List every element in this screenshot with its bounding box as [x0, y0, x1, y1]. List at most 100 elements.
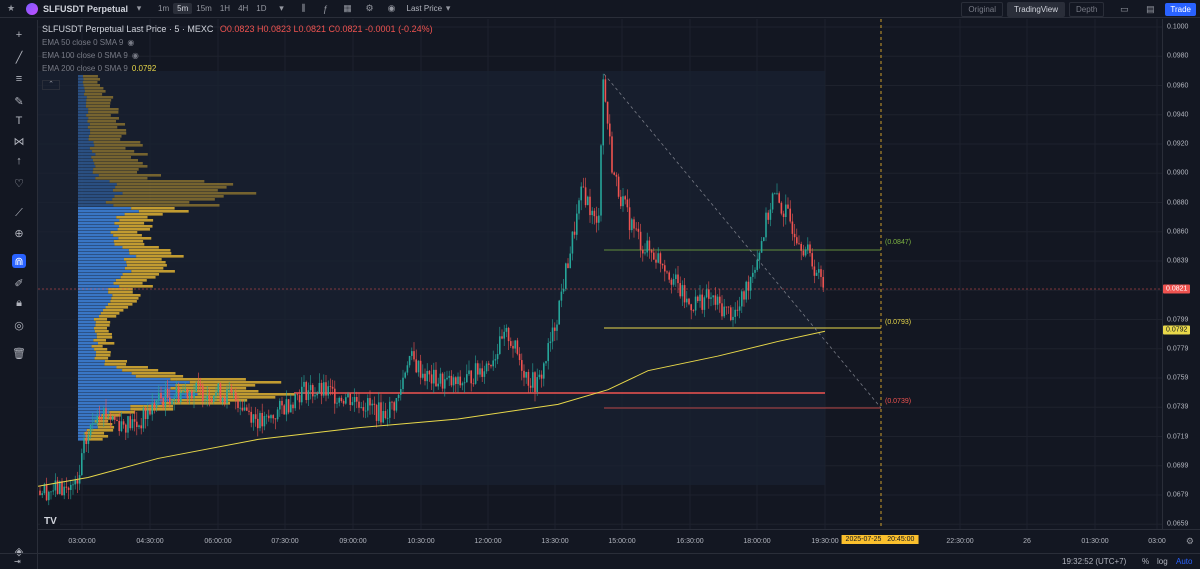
- trend-line-icon[interactable]: ╱: [15, 51, 23, 64]
- time-tick-label: 13:30:00: [541, 538, 569, 545]
- time-tick-label: 15:00:00: [608, 538, 636, 545]
- drawing-toolbar: + ╱ ≡ ✎ T ⋈ ↑ ♡ ⟋ ⊕ ⋒ ✐ 🔒︎ ◎ 🗑︎ ◈: [0, 20, 38, 569]
- trade-button[interactable]: Trade: [1165, 3, 1196, 16]
- volume-profile: [78, 75, 296, 441]
- camera-icon[interactable]: ◉: [387, 3, 396, 13]
- price-tick-label: 0.0900: [1167, 169, 1189, 177]
- window-icon[interactable]: ▭: [1120, 4, 1129, 14]
- heart-icon[interactable]: ♡: [14, 177, 24, 190]
- price-tick-label: 0.0799: [1167, 316, 1189, 323]
- candles-icon[interactable]: ⫼: [301, 3, 306, 13]
- text-icon[interactable]: T: [15, 115, 23, 127]
- auto-toggle[interactable]: Auto: [1176, 557, 1193, 566]
- time-tick-label: 09:00:00: [339, 538, 367, 545]
- lock-icon[interactable]: 🔒︎: [16, 296, 22, 309]
- volume-profile-box: [38, 71, 825, 485]
- magnet-icon[interactable]: ⋒: [12, 254, 26, 268]
- price-tick-label: 0.0719: [1167, 433, 1189, 440]
- interval-1d[interactable]: 1D: [256, 4, 267, 13]
- star-icon[interactable]: ★: [6, 3, 16, 13]
- interval-5m[interactable]: 5m: [173, 3, 193, 14]
- interval-1m[interactable]: 1m: [158, 4, 170, 13]
- ema100-label: EMA 100 close 0 SMA 9: [42, 51, 128, 60]
- price-type-select[interactable]: Last Price: [406, 4, 443, 13]
- price-tick-label: 0.0779: [1167, 345, 1189, 353]
- legend-ema200[interactable]: EMA 200 close 0 SMA 9 0.0792: [42, 64, 433, 73]
- chevron-down-icon[interactable]: ▾: [136, 3, 142, 13]
- legend-symbol-title: SLFUSDT Perpetual Last Price · 5 · MEXC: [42, 24, 214, 34]
- layers-icon[interactable]: ◈: [14, 545, 24, 558]
- interval-1h[interactable]: 1H: [219, 4, 231, 13]
- chevron-down-icon[interactable]: ▾: [445, 3, 451, 13]
- crosshair-icon[interactable]: +: [15, 29, 23, 41]
- clock-label[interactable]: 19:32:52 (UTC+7): [1062, 557, 1127, 566]
- percent-toggle[interactable]: %: [1142, 557, 1150, 566]
- annotation-0739: (0.0739): [885, 398, 912, 405]
- time-tick-label: 10:30:00: [407, 538, 435, 545]
- tab-tradingview[interactable]: TradingView: [1007, 2, 1066, 17]
- grid-icon[interactable]: ▤: [1146, 4, 1155, 14]
- trend-dashed-line: [603, 73, 882, 409]
- ema200-label: EMA 200 close 0 SMA 9: [42, 64, 128, 73]
- forecast-icon[interactable]: ↑: [16, 155, 22, 167]
- current-price-label: 0.0821: [1163, 284, 1191, 294]
- interval-4h[interactable]: 4H: [238, 4, 249, 13]
- top-toolbar: ★ SLFUSDT Perpetual ▾ 1m 5m 15m 1H 4H 1D…: [0, 0, 1200, 18]
- settings-icon[interactable]: ⚙: [365, 3, 374, 13]
- cursor-date: 2025-07-25: [845, 536, 882, 543]
- ema-200-line: [37, 330, 826, 487]
- price-tick-label: 0.0759: [1167, 374, 1189, 382]
- eye-icon[interactable]: ◎: [14, 319, 24, 332]
- view-tabs: Original TradingView Depth ▭ ▤ Trade: [961, 2, 1196, 17]
- ema-price-label: 0.0792: [1163, 325, 1191, 335]
- tradingview-logo[interactable]: TV: [40, 513, 60, 527]
- cursor-time: 20:45:00: [887, 536, 915, 543]
- interval-15m[interactable]: 15m: [196, 4, 212, 13]
- price-tick-label: 0.0920: [1167, 140, 1189, 148]
- lock-drawing-icon[interactable]: ✐: [14, 277, 24, 290]
- horizontal-lines-icon[interactable]: ≡: [15, 73, 23, 85]
- goto-date-icon[interactable]: ⇥: [14, 557, 21, 566]
- brush-icon[interactable]: ✎: [14, 95, 24, 108]
- eye-icon[interactable]: ◉: [131, 51, 139, 60]
- collapse-legend-button[interactable]: ⌃: [42, 80, 60, 90]
- candlesticks: [39, 73, 824, 506]
- time-tick-label: 01:30:00: [1081, 538, 1109, 545]
- price-tick-label: 0.0860: [1167, 228, 1189, 236]
- time-tick-label: 07:30:00: [271, 538, 299, 545]
- time-tick-label: 18:00:00: [743, 538, 771, 545]
- price-tick-label: 0.0940: [1167, 111, 1189, 119]
- trash-icon[interactable]: 🗑︎: [12, 347, 26, 360]
- annotation-0793: (0.0793): [885, 319, 912, 326]
- price-tick-label: 0.0739: [1167, 403, 1189, 411]
- time-tick-label: 26: [1023, 538, 1031, 545]
- chevron-down-icon[interactable]: ▾: [279, 3, 284, 13]
- price-axis[interactable]: 0.0659 0.0679 0.0699 0.0719 0.0739 0.0759 0.07…: [1162, 19, 1200, 529]
- svg-text:TV: TV: [44, 516, 57, 527]
- eye-icon[interactable]: ◉: [127, 38, 135, 47]
- zoom-icon[interactable]: ⊕: [14, 227, 24, 240]
- ruler-icon[interactable]: ⟋: [15, 206, 23, 219]
- symbol-name[interactable]: SLFUSDT Perpetual: [43, 3, 129, 14]
- legend-ohlc: O0.0823 H0.0823 L0.0821 C0.0821 -0.0001 …: [219, 24, 433, 34]
- chart-legend: SLFUSDT Perpetual Last Price · 5 · MEXC …: [42, 24, 433, 73]
- tab-depth[interactable]: Depth: [1069, 2, 1105, 17]
- cursor-time-label: 2025-07-25 20:45:00: [841, 535, 919, 544]
- tab-original[interactable]: Original: [961, 2, 1003, 17]
- pattern-icon[interactable]: ⋈: [13, 135, 25, 148]
- legend-ema50[interactable]: EMA 50 close 0 SMA 9 ◉: [42, 38, 433, 47]
- symbol-logo: [26, 2, 38, 15]
- settings-icon[interactable]: ⚙: [1185, 536, 1194, 546]
- time-tick-label: 12:00:00: [474, 538, 502, 545]
- annotation-0847: (0.0847): [885, 239, 912, 246]
- chart-canvas[interactable]: TV: [37, 19, 1162, 529]
- price-tick-label: 0.0659: [1167, 520, 1189, 528]
- legend-ema100[interactable]: EMA 100 close 0 SMA 9 ◉: [42, 51, 433, 60]
- log-toggle[interactable]: log: [1157, 557, 1168, 566]
- price-tick-label: 0.1000: [1167, 23, 1189, 31]
- indicators-icon[interactable]: ƒ: [323, 3, 329, 14]
- ema200-value: 0.0792: [131, 64, 157, 73]
- price-chart[interactable]: TV: [37, 19, 1162, 529]
- layout-icon[interactable]: ▦: [343, 3, 352, 13]
- time-axis[interactable]: 03:00 01:30:00 26 22:30:00 19:30:00 18:00:00 1…: [38, 529, 1200, 553]
